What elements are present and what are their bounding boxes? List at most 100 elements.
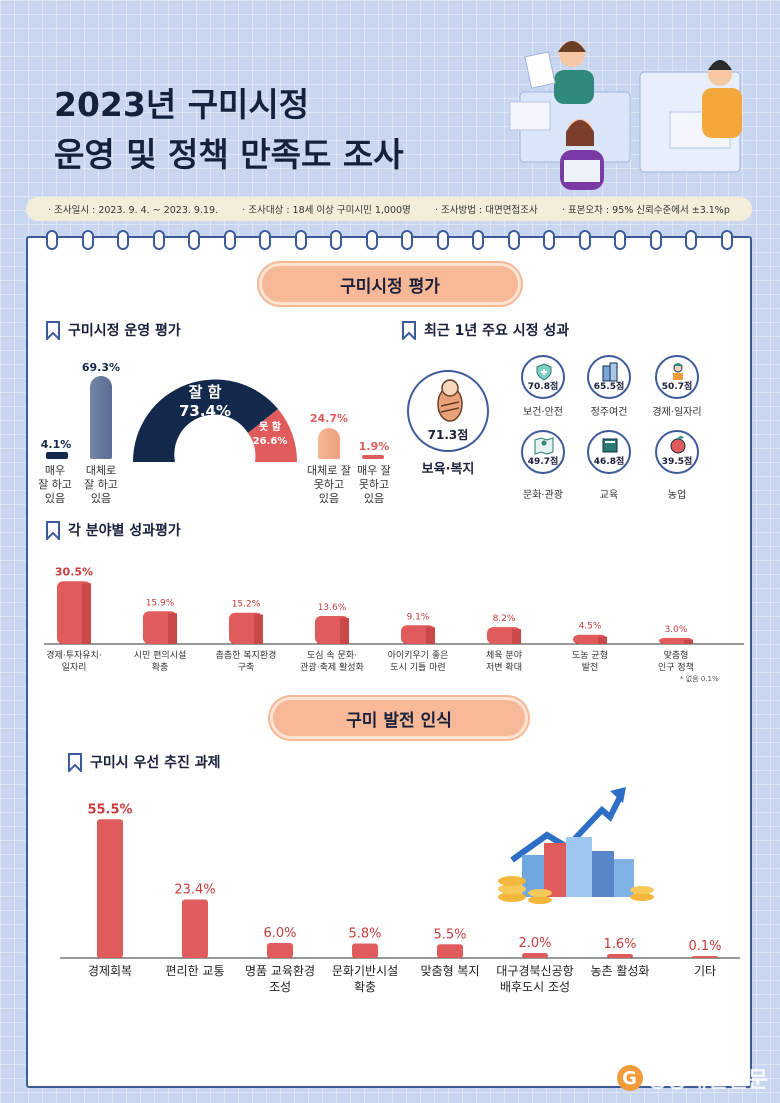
sector-value-label: 15.2%: [232, 600, 261, 610]
priority-bar-group: 5.5% 맞춤형 복지: [420, 927, 479, 978]
priority-bar: [607, 954, 633, 958]
achievement-label: 경제·일자리: [652, 407, 702, 418]
achievement-label: 보건·안전: [523, 407, 563, 418]
priority-bar-group: 0.1% 기타: [688, 939, 721, 978]
bad-total: 못 함 26.6%: [248, 421, 292, 449]
sector-value-label: 13.6%: [318, 603, 347, 613]
sector-bar-group: 4.5% 도농 균형 발전: [572, 622, 608, 673]
bar-very-good: [46, 452, 68, 459]
city-growth-illustration: [498, 787, 654, 904]
binder-ring: [685, 230, 697, 250]
priority-value-label: 55.5%: [87, 802, 132, 817]
sector-title: 각 분야별 성과평가: [68, 523, 181, 539]
operation-heading: 구미시정 운영 평가: [46, 320, 181, 340]
survey-method: · 조사방법 : 대면면접조사: [435, 205, 538, 216]
sector-category-label: 체육 분야 저변 확대: [486, 650, 522, 673]
priority-value-label: 5.5%: [433, 927, 466, 942]
achievements-title: 최근 1년 주요 시정 성과: [424, 323, 570, 339]
achievement-value: 39.5점: [661, 457, 693, 467]
good-total: 잘 함 73.4%: [165, 383, 245, 421]
top-achievement-label: 보육·복지: [421, 462, 475, 477]
binder-ring: [294, 230, 307, 250]
sector-value-label: 15.9%: [146, 598, 175, 608]
binder-ring: [330, 230, 342, 250]
achievement-education: 46.8점 교육: [578, 430, 640, 501]
binder-ring: [649, 230, 662, 250]
achievement-label: 정주여건: [590, 407, 628, 418]
sector-bar-group: 9.1% 아이키우기 좋은 도시 기틀 마련: [388, 612, 449, 673]
publisher-logo: G 경상매일신문: [616, 1062, 768, 1094]
sector-category-label: 아이키우기 좋은 도시 기틀 마련: [388, 650, 449, 673]
sector-bar-group: 13.6% 도심 속 문화· 관광·축제 활성화: [300, 603, 364, 673]
sector-bar-shade: [598, 636, 607, 644]
bad-value: 26.6%: [252, 436, 288, 447]
logo-text: 경상매일신문: [646, 1068, 768, 1093]
bar-label: 대체로 잘 못하고 있음: [307, 464, 351, 505]
bar-label: 대체로 잘 하고 있음: [84, 464, 118, 505]
sector-bar-shade: [426, 627, 435, 644]
binder-ring: [614, 230, 626, 250]
content-card: [26, 236, 752, 1088]
survey-error: · 표본오차 : 95% 신뢰수준에서 ±3.1%p: [561, 205, 730, 216]
sector-heading: 각 분야별 성과평가: [46, 520, 181, 540]
priority-bar: [522, 953, 548, 958]
bar-bad: [318, 428, 340, 459]
priority-bar: [267, 943, 293, 958]
bar-value: 4.1%: [40, 438, 72, 451]
sector-value-label: 9.1%: [407, 612, 430, 622]
section-title: 구미시정 평가: [340, 276, 440, 297]
priority-category-label: 명품 교육환경 조성: [245, 964, 315, 994]
baby-icon: [437, 379, 463, 422]
sector-category-label: 시민 편의시설 확충: [134, 649, 187, 673]
survey-target: · 조사대상 : 18세 이상 구미시민 1,000명: [242, 205, 411, 216]
logo-icon: G: [616, 1065, 643, 1091]
binder-ring: [117, 230, 129, 250]
binder-ring: [223, 230, 236, 250]
sector-performance-chart: 30.5% 경제·투자유치· 일자리 15.9% 시민 편의시설 확충 15.2% 촘촘한 복…: [44, 565, 744, 673]
priority-title: 구미시 우선 추진 과제: [90, 755, 221, 771]
priority-category-label: 농촌 활성화: [590, 964, 649, 978]
binder-ring: [472, 230, 484, 250]
sector-value-label: 3.0%: [665, 625, 688, 635]
achievement-label: 교육: [599, 490, 619, 501]
sector-bar-group: 30.5% 경제·투자유치· 일자리: [46, 565, 101, 673]
priority-bar-group: 1.6% 농촌 활성화: [590, 937, 649, 978]
binder-ring: [188, 230, 200, 250]
top-achievement-value: 71.3점: [427, 428, 469, 442]
apple-icon: 39.5점: [655, 430, 699, 474]
worker-icon: 50.7점: [655, 355, 699, 399]
priority-value-label: 2.0%: [518, 936, 551, 951]
title-line-1: 2023년 구미시정: [54, 85, 310, 124]
priority-bar-group: 23.4% 편리한 교통: [165, 883, 224, 979]
binder-ring: [720, 230, 733, 250]
priority-bar: [352, 943, 378, 958]
bar-value: 69.3%: [81, 361, 121, 374]
priority-category-label: 기타: [694, 964, 716, 978]
bar-label: 매우 잘 하고 있음: [38, 464, 72, 505]
binder-ring: [365, 230, 378, 250]
bad-label: 못 함: [259, 422, 281, 433]
binder-rings: [26, 230, 752, 254]
bookmark-icon: [68, 752, 82, 772]
sector-category-label: 도심 속 문화· 관광·축제 활성화: [300, 650, 364, 673]
bookmark-icon: [402, 320, 416, 340]
achievement-economy: 50.7점 경제·일자리: [644, 355, 710, 418]
sector-category-label: 도농 균형 발전: [572, 650, 608, 673]
bar-value: 24.7%: [309, 412, 349, 425]
people-illustration: [509, 41, 742, 190]
achievement-value: 46.8점: [593, 457, 625, 467]
bar-good: [90, 376, 112, 459]
section-pill-perception: 구미 발전 인식: [270, 697, 528, 739]
priority-value-label: 23.4%: [174, 883, 215, 898]
achievement-living: 65.5점 정주여건: [578, 355, 640, 418]
sector-bar-shade: [82, 583, 91, 644]
priority-value-label: 6.0%: [263, 926, 296, 941]
bar-value: 1.9%: [358, 440, 390, 453]
section-pill-evaluation: 구미시정 평가: [259, 263, 521, 305]
priority-value-label: 5.8%: [348, 927, 381, 942]
sector-bar-shade: [512, 629, 521, 644]
achievement-health: 70.8점 보건·안전: [512, 355, 574, 418]
priority-category-label: 편리한 교통: [165, 964, 224, 978]
sector-value-label: 8.2%: [493, 614, 516, 624]
priority-category-label: 문화기반시설 확충: [332, 964, 398, 994]
